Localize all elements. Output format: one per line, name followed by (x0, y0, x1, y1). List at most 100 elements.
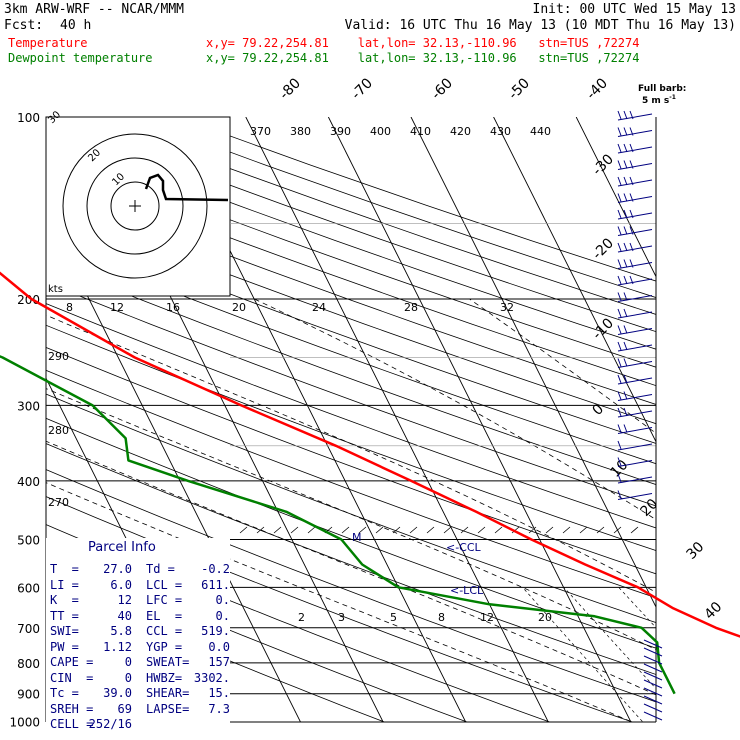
wind-barb-flag (617, 391, 622, 400)
hatch-mark (511, 526, 520, 534)
parcel-info-key: EL = (146, 608, 183, 623)
hatch-mark (239, 526, 248, 534)
parcel-info-value: 252/16 (88, 717, 132, 731)
wind-barb-flag (617, 424, 622, 433)
hatch-mark (596, 526, 605, 534)
barb-key-exp: -1 (669, 94, 676, 101)
wind-barb-staff (617, 262, 653, 269)
wind-barb-flag (629, 160, 634, 169)
barb-key-speed: 5 m s (642, 96, 670, 106)
parcel-info-key: Tc = (50, 686, 79, 700)
wind-barb-staff (617, 493, 653, 500)
temperature-tick-label: -40 (584, 75, 611, 102)
moist-adiabat (254, 298, 656, 722)
dry-adiabat (46, 117, 656, 722)
mixing-ratio-label: 12 (480, 611, 494, 624)
legend-dewpoint-info: x,y= 79.22,254.81 lat,lon= 32.13,-110.96… (206, 51, 640, 65)
hodograph-speed-label: 32 (500, 301, 514, 314)
isotherm (410, 117, 656, 722)
moist-adiabat (469, 298, 656, 722)
wind-barb-flag (617, 473, 622, 483)
wind-barb-staff (617, 212, 653, 220)
hatch-mark (528, 526, 537, 534)
hatch-mark (630, 526, 639, 534)
temperature-tick-label: -50 (506, 75, 533, 102)
wind-barb-flag (629, 259, 634, 268)
mixing-ratio-line (563, 587, 656, 722)
hodograph-speed-label: 20 (232, 301, 246, 314)
wind-barb-flag (617, 358, 622, 367)
temperature-tick-label: 0 (590, 401, 608, 419)
isotherm (575, 117, 656, 722)
parcel-info-value: 1.12 (103, 639, 132, 654)
wind-barb-flag (617, 242, 622, 252)
mixing-ratio-label: 2 (298, 611, 305, 624)
pressure-label-300: 300 (17, 399, 40, 413)
barb-key-value: 5 m s-1 (642, 94, 676, 106)
dry-adiabat (46, 117, 656, 722)
parcel-info-row: CIN = 0 HWBZ= 3302. (50, 671, 232, 686)
wind-barb-flag (617, 341, 622, 351)
wind-barb-flag (623, 176, 628, 186)
wind-barb-flag (623, 127, 628, 136)
wind-barb-flag (623, 110, 628, 120)
parcel-info-row: T = 27.0 Td = -0.2 (50, 562, 232, 577)
wind-barb-flag (617, 440, 622, 450)
wind-barb-staff (617, 460, 653, 467)
parcel-info-value: 519. (201, 624, 230, 638)
hodograph-speed-label: 28 (404, 301, 418, 314)
parcel-info-value: 69 (117, 701, 132, 716)
wind-barb-flag (623, 374, 628, 384)
wind-barb-staff (643, 679, 663, 689)
parcel-info-row: K = 12 LFC = 0. (50, 593, 232, 608)
pressure-label-500: 500 (17, 533, 40, 547)
wind-barb-staff (617, 295, 653, 302)
wind-barb-flag (623, 226, 628, 235)
wind-barb-flag (617, 457, 622, 466)
wind-barb-flag (617, 193, 622, 202)
hatch-mark (375, 526, 384, 534)
wind-barb-flag (623, 242, 628, 252)
isotherm (659, 117, 740, 734)
legend-dewpoint-label: Dewpoint temperature (8, 51, 153, 65)
wind-barb-flag (629, 275, 634, 285)
parcel-info-value: 157 (208, 655, 230, 669)
mixing-ratio-line (618, 587, 656, 722)
dewpoint-profile (0, 355, 676, 695)
pressure-label-400: 400 (17, 475, 40, 489)
hatch-mark (579, 526, 588, 534)
header-fcst-label: Fcst: (4, 18, 44, 33)
parcel-info-key: CCL = (146, 624, 183, 638)
wind-barb-staff (643, 663, 663, 673)
parcel-info-row: CELL = 252/16 (50, 717, 232, 732)
barb-key-title: Full barb: (638, 84, 687, 94)
header-model: 3km ARW-WRF -- NCAR/MMM (4, 2, 185, 17)
theta-label: 400 (370, 125, 391, 138)
theta-label: 410 (410, 125, 431, 138)
wind-barb-staff (617, 146, 653, 154)
parcel-info-value: 6.0 (110, 577, 132, 592)
moist-adiabat (46, 298, 656, 722)
temperature-tick-label: -30 (590, 151, 617, 178)
wind-barb-staff (617, 229, 653, 236)
header-init: Init: 00 UTC Wed 15 May 13 (532, 2, 737, 17)
hatch-mark (307, 526, 316, 534)
dry-adiabat (46, 117, 656, 722)
wind-barb-staff (643, 671, 663, 681)
hatch-mark (494, 526, 503, 534)
parcel-info-row: SREH = 69 LAPSE= 7.3 (50, 702, 232, 717)
parcel-info-key: LI = (50, 577, 79, 592)
dry-adiabat (46, 117, 656, 722)
mixing-ratio-label: 8 (438, 611, 445, 624)
parcel-info-value: 7.3 (208, 701, 230, 716)
header-fcst-value: 40 h (60, 18, 92, 33)
temperature-tick-label: -70 (349, 75, 376, 102)
legend-temperature-label: Temperature (8, 36, 88, 50)
pressure-label-900: 900 (17, 688, 40, 702)
wind-barb-flag (629, 176, 634, 186)
theta-label: 440 (530, 125, 551, 138)
wind-barb-flag (623, 209, 628, 219)
parcel-info-key: Td = (146, 562, 175, 576)
wind-barb-staff (617, 344, 653, 352)
height-label: 270 (48, 496, 69, 509)
